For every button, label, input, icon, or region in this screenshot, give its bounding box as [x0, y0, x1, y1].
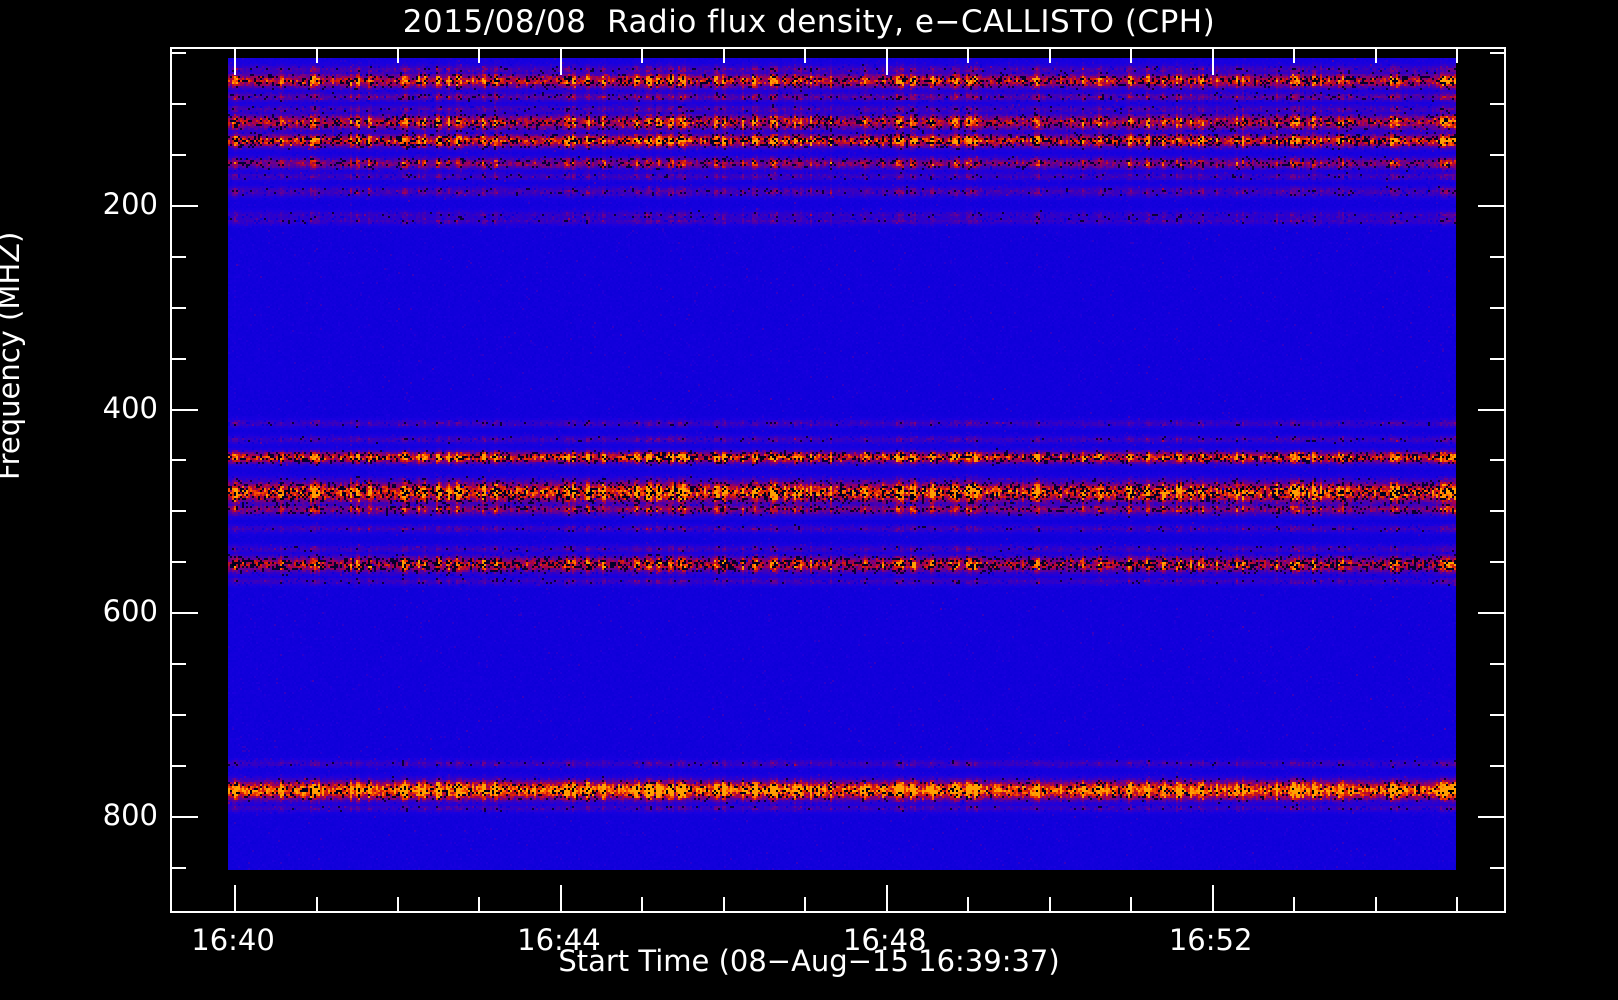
y-tick-label: 200 [102, 186, 158, 221]
x-minor-tick [396, 49, 399, 63]
y-minor-tick [1490, 510, 1504, 513]
x-major-tick [885, 49, 888, 75]
y-minor-tick [172, 561, 186, 564]
y-minor-tick [172, 663, 186, 666]
y-major-tick [172, 612, 198, 615]
x-minor-tick [396, 897, 399, 911]
y-minor-tick [172, 306, 186, 309]
y-major-tick [1478, 816, 1504, 819]
x-minor-tick [1130, 897, 1133, 911]
spectrogram-image [228, 58, 1456, 870]
x-minor-tick [804, 49, 807, 63]
y-minor-tick [1490, 51, 1504, 54]
x-minor-tick [1374, 49, 1377, 63]
y-minor-tick [1490, 765, 1504, 768]
plot-frame [170, 47, 1506, 913]
x-minor-tick [641, 897, 644, 911]
y-major-tick [1478, 204, 1504, 207]
y-minor-tick [1490, 357, 1504, 360]
x-minor-tick [804, 897, 807, 911]
x-tick-label: 16:40 [191, 923, 275, 957]
x-minor-tick [315, 49, 318, 63]
x-major-tick [559, 885, 562, 911]
y-minor-tick [172, 866, 186, 869]
x-major-tick [234, 49, 237, 75]
x-axis-title: Start Time (08−Aug−15 16:39:37) [558, 944, 1060, 978]
y-minor-tick [1490, 561, 1504, 564]
y-major-tick [172, 816, 198, 819]
x-minor-tick [1048, 897, 1051, 911]
y-major-tick [172, 408, 198, 411]
x-minor-tick [1293, 897, 1296, 911]
y-major-tick [1478, 408, 1504, 411]
x-minor-tick [315, 897, 318, 911]
y-minor-tick [1490, 306, 1504, 309]
x-major-tick [1211, 885, 1214, 911]
y-minor-tick [1490, 714, 1504, 717]
y-major-tick [1478, 612, 1504, 615]
spectrogram-canvas [228, 58, 1456, 870]
x-minor-tick [478, 49, 481, 63]
x-tick-label: 16:52 [1168, 923, 1253, 957]
x-minor-tick [722, 49, 725, 63]
y-minor-tick [1490, 153, 1504, 156]
y-minor-tick [1490, 102, 1504, 105]
x-minor-tick [722, 897, 725, 911]
x-major-tick [234, 885, 237, 911]
x-major-tick [885, 885, 888, 911]
y-major-tick [172, 204, 198, 207]
x-minor-tick [967, 49, 970, 63]
y-minor-tick [172, 714, 186, 717]
x-major-tick [559, 49, 562, 75]
x-minor-tick [1374, 897, 1377, 911]
y-minor-tick [172, 153, 186, 156]
y-minor-tick [172, 255, 186, 258]
y-tick-label: 800 [102, 798, 158, 833]
y-minor-tick [172, 765, 186, 768]
x-minor-tick [1130, 49, 1133, 63]
x-major-tick [1211, 49, 1214, 75]
y-tick-label: 400 [102, 390, 158, 425]
y-minor-tick [172, 357, 186, 360]
x-tick-label: 16:48 [842, 923, 927, 957]
y-minor-tick [172, 51, 186, 54]
x-minor-tick [967, 897, 970, 911]
x-minor-tick [1048, 49, 1051, 63]
x-minor-tick [1455, 897, 1458, 911]
y-minor-tick [172, 102, 186, 105]
y-minor-tick [1490, 663, 1504, 666]
y-minor-tick [1490, 866, 1504, 869]
y-tick-label: 600 [102, 594, 158, 629]
x-minor-tick [1455, 49, 1458, 63]
y-minor-tick [1490, 459, 1504, 462]
x-minor-tick [478, 897, 481, 911]
x-minor-tick [1293, 49, 1296, 63]
x-minor-tick [641, 49, 644, 63]
page-title: 2015/08/08 Radio flux density, e−CALLIST… [402, 4, 1216, 40]
y-minor-tick [172, 459, 186, 462]
x-tick-label: 16:44 [517, 923, 601, 957]
y-axis-title: Frequency (MHZ) [0, 231, 26, 480]
y-minor-tick [1490, 255, 1504, 258]
y-minor-tick [172, 510, 186, 513]
